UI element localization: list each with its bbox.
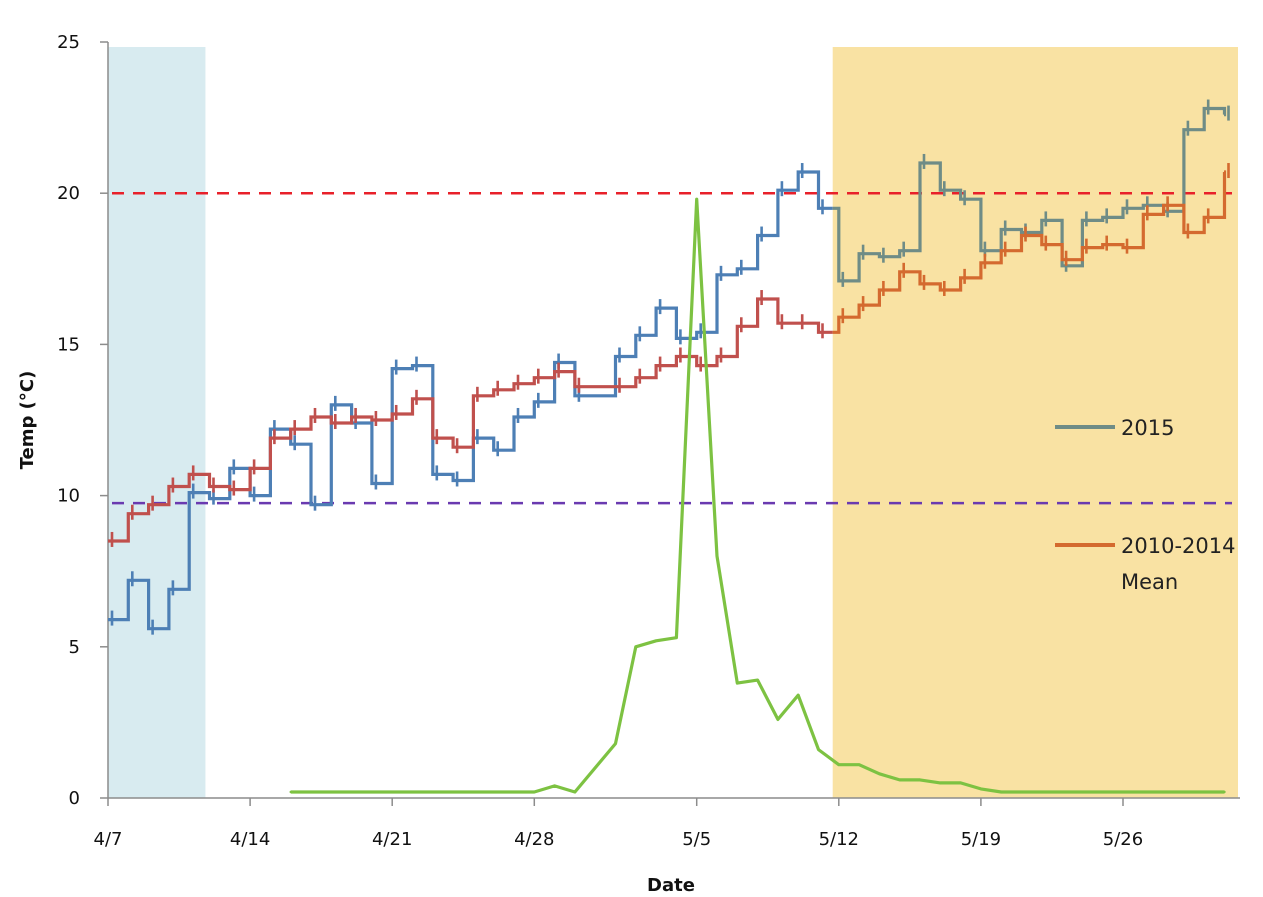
series-point-green [1081, 790, 1084, 794]
x-tick-label: 5/19 [961, 829, 1001, 850]
x-tick-label: 4/28 [514, 829, 554, 850]
series-lines [108, 99, 1230, 794]
series-point-green [695, 198, 698, 201]
series-point-green [634, 645, 637, 648]
reference-lines [112, 191, 1232, 505]
series-point-green [614, 742, 617, 745]
series-point-green [1182, 790, 1186, 794]
series-point-green [776, 718, 780, 721]
x-axis-title: Date [647, 875, 695, 896]
series-point-green [857, 763, 861, 766]
series-point-green [898, 778, 901, 782]
series-point-green [1101, 790, 1104, 794]
y-ticks: 0 5 10 15 20 25 [57, 32, 108, 809]
series-point-green [1203, 790, 1206, 794]
series-point-green [797, 693, 800, 697]
x-tick-label: 4/7 [94, 829, 123, 850]
legend-label-mean: Mean [1121, 570, 1178, 594]
x-tick-label: 5/12 [819, 829, 859, 850]
series-point-green [654, 639, 658, 642]
series-line-2010-2014-mean [108, 297, 833, 543]
series-point-green [1223, 790, 1226, 794]
shaded-region-1 [108, 47, 206, 798]
y-tick-label: 10 [57, 486, 80, 507]
x-tick-label: 5/26 [1103, 829, 1143, 850]
y-axis-title: Temp (°C) [17, 371, 38, 470]
shaded-region-2 [832, 47, 1238, 798]
series-point-green [553, 784, 556, 788]
series-line-2010-2014-mean-late [832, 170, 1227, 334]
shaded-regions [108, 47, 1238, 798]
series-point-green [1020, 790, 1023, 794]
series-point-green [1121, 790, 1125, 794]
series-point-green [1000, 790, 1003, 794]
axes [107, 42, 1240, 799]
series-line-2015-late [832, 106, 1227, 283]
legend-label-2015: 2015 [1121, 416, 1174, 440]
series-point-green [1162, 790, 1165, 794]
series-point-green [1040, 790, 1044, 794]
x-tick-label: 5/5 [682, 829, 711, 850]
series-point-green [918, 778, 922, 782]
legend: 2015 2010-2014 Mean [1055, 416, 1235, 594]
series-point-green [736, 681, 739, 685]
y-tick-label: 20 [57, 183, 80, 204]
series-point-green [1060, 790, 1064, 794]
x-tick-label: 4/21 [372, 829, 412, 850]
series-point-green [878, 772, 881, 776]
series-point-green [756, 678, 759, 682]
legend-label-2010-2014: 2010-2014 [1121, 534, 1235, 558]
series-point-green [675, 636, 678, 639]
x-tick-label: 4/14 [230, 829, 270, 850]
series-point-green [959, 781, 962, 785]
series-point-green [837, 763, 840, 766]
x-ticks: 4/7 4/14 4/21 4/28 5/5 5/12 5/19 5/26 [94, 798, 1143, 850]
series-point-green [289, 790, 292, 794]
y-tick-label: 5 [69, 637, 80, 658]
series-point-green [939, 781, 942, 785]
y-tick-label: 15 [57, 334, 80, 355]
series-point-green [533, 790, 536, 794]
series-point-green [573, 790, 577, 794]
y-tick-label: 0 [69, 788, 80, 809]
series-point-green [715, 554, 719, 558]
y-tick-label: 25 [57, 32, 80, 53]
series-point-green [1142, 790, 1145, 794]
series-point-green [979, 787, 983, 791]
series-point-green [817, 748, 820, 751]
